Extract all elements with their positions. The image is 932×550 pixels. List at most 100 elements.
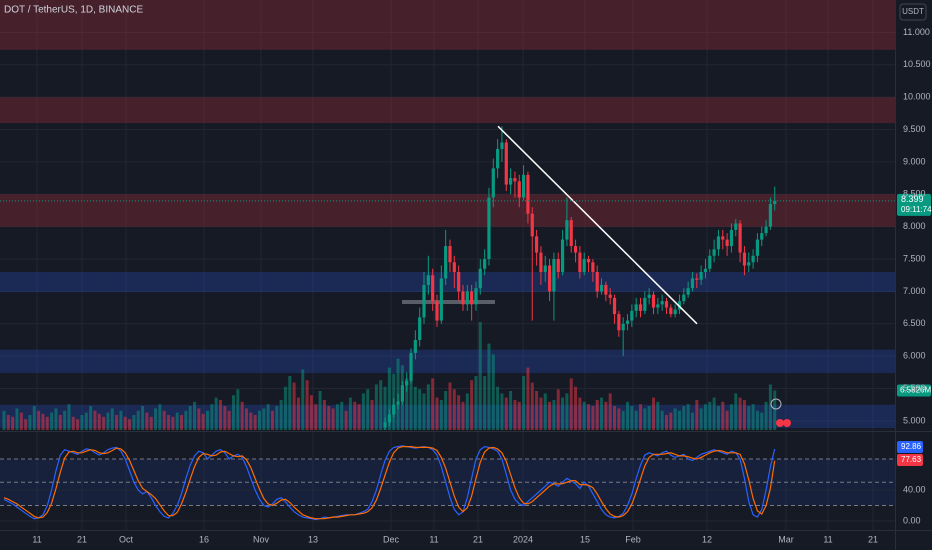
volume-bar [253, 415, 257, 430]
volume-bar [764, 401, 768, 430]
currency-box[interactable] [899, 3, 927, 21]
volume-bar [50, 412, 54, 430]
axis-labels: 5.000 5.500 6.000 6.500 7.000 7.500 8.000 8.500… [32, 27, 930, 545]
volume-bar [249, 412, 253, 430]
event-icon[interactable] [783, 419, 791, 427]
candle-body [612, 297, 617, 315]
volume-bar [379, 380, 383, 430]
volume-bar [483, 376, 487, 430]
currency[interactable]: USDT [902, 7, 924, 16]
volume-bar [193, 401, 197, 430]
volume-bar [677, 410, 681, 430]
volume-bar [487, 343, 491, 430]
volume-bar [639, 404, 643, 430]
volume-bar [569, 378, 573, 430]
volume-bar [58, 415, 62, 430]
stoch-value-label: 77.63 [901, 455, 922, 464]
volume-bar [175, 412, 179, 430]
volume-bar [561, 397, 565, 430]
volume-bar [465, 393, 469, 430]
candle-body [431, 275, 435, 302]
candle-body [396, 401, 400, 405]
volume-bar [452, 389, 456, 430]
volume-bar [699, 408, 703, 430]
candle-body [742, 252, 747, 266]
volume-bar [526, 367, 530, 430]
y-tick-label: 9.000 [903, 156, 926, 166]
candle-body [560, 239, 565, 272]
candles [383, 126, 777, 430]
volume-bar [102, 416, 106, 430]
volume-bar [231, 395, 235, 430]
x-tick-label: 21 [77, 534, 87, 544]
volume-bar [448, 382, 452, 430]
volume-bar [106, 412, 110, 430]
volume-bar [167, 415, 171, 430]
x-tick-label: 13 [308, 534, 318, 544]
volume-bar [426, 384, 430, 430]
x-tick-label: 16 [199, 534, 209, 544]
volume-bar [340, 401, 344, 430]
volume-bar [582, 401, 586, 430]
alert-icon[interactable] [770, 398, 782, 410]
volume-bar [773, 390, 777, 430]
volume-bar [45, 416, 49, 430]
candle-body [599, 284, 604, 292]
volume-bar [11, 416, 15, 430]
candle-body [647, 294, 651, 298]
volume-bar [738, 397, 742, 430]
candle-body [422, 284, 426, 318]
volume-bar [240, 401, 244, 430]
y-tick-label: 9.500 [903, 124, 926, 134]
volume-bar [695, 400, 699, 430]
volume-bar [141, 406, 145, 430]
candle-body [608, 294, 612, 298]
volume-bar [470, 380, 474, 430]
candle-body [461, 291, 465, 305]
candle-body [509, 178, 513, 185]
candle-body [625, 320, 630, 324]
candle-body [703, 268, 708, 272]
event-icon[interactable] [776, 419, 784, 427]
volume-bar [768, 384, 772, 430]
volume-bar [712, 397, 716, 430]
candle-body [426, 275, 430, 285]
candle-body [444, 246, 448, 279]
volume-bar [431, 378, 435, 430]
volume-bar [257, 410, 261, 430]
volume-bar [548, 401, 552, 430]
candle-body [617, 314, 621, 331]
volume-bar [288, 376, 292, 430]
volume-bar [669, 412, 673, 430]
candle-body [565, 220, 569, 240]
volume-bar [682, 406, 686, 430]
volume-bar [41, 413, 45, 430]
candle-body [660, 301, 664, 305]
candle-body [651, 294, 656, 308]
volume-bar [413, 386, 417, 430]
volume-bar [67, 404, 71, 430]
candle-body [530, 213, 534, 237]
volume-bar [279, 400, 283, 430]
volume-bar [686, 404, 690, 430]
stoch-value-label: 92.86 [901, 442, 922, 451]
candle-body [539, 252, 543, 272]
volume-bar [716, 406, 720, 430]
y-tick-label: 5.000 [903, 415, 926, 425]
candle-body [755, 239, 760, 256]
zone [0, 194, 895, 227]
candle-body [604, 284, 608, 295]
volume-bar [28, 415, 32, 430]
volume-bar [361, 393, 365, 430]
candle-body [504, 142, 508, 185]
volume-bar [760, 412, 764, 430]
volume-bar [63, 410, 67, 430]
candle-body [452, 262, 456, 272]
volume-bar [188, 406, 192, 430]
zone [0, 271, 895, 293]
volume-bar [357, 404, 361, 430]
volume-bar [591, 406, 595, 430]
candle-body [556, 259, 560, 272]
volume-bar [708, 401, 712, 430]
